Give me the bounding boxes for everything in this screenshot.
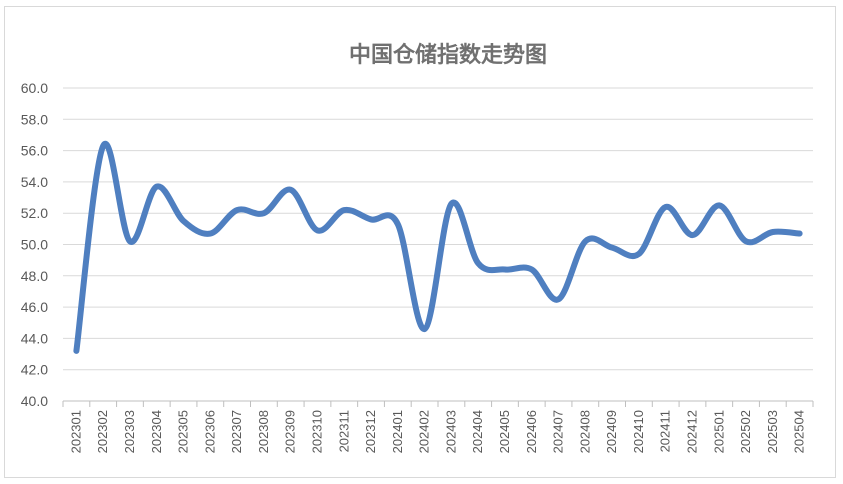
series-line: [73, 140, 803, 354]
y-tick-label: 54.0: [21, 174, 48, 190]
y-tick-label: 48.0: [21, 268, 48, 284]
x-tick-label: 202307: [229, 410, 244, 453]
x-tick-label: 202304: [149, 410, 164, 453]
x-tick-label: 202301: [68, 410, 83, 453]
x-tick-label: 202309: [283, 410, 298, 453]
y-tick-label: 40.0: [21, 393, 48, 409]
x-tick-label: 202503: [765, 410, 780, 453]
x-tick-label: 202502: [738, 410, 753, 453]
y-tick-label: 44.0: [21, 330, 48, 346]
x-tick-label: 202312: [363, 410, 378, 453]
y-axis-ticks: 40.0 42.0 44.0 46.0 48.0 50.0 52.0 54.0 56.0 58.0…: [21, 80, 48, 409]
x-tick-label: 202406: [524, 410, 539, 453]
x-tick-label: 202402: [417, 410, 432, 453]
y-tick-label: 50.0: [21, 237, 48, 253]
chart-frame: [4, 6, 836, 478]
x-axis: [62, 400, 814, 407]
x-tick-label: 202410: [631, 410, 646, 453]
x-tick-label: 202411: [658, 410, 673, 452]
x-tick-label: 202306: [202, 410, 217, 453]
gridlines: [63, 87, 813, 371]
x-tick-label: 202504: [792, 410, 807, 453]
x-tick-label: 202412: [684, 410, 699, 453]
y-tick-label: 46.0: [21, 299, 48, 315]
x-tick-label: 202401: [390, 410, 405, 453]
x-tick-label: 202405: [497, 410, 512, 453]
x-tick-label: 202303: [122, 410, 137, 453]
series-layer: [73, 140, 803, 354]
x-tick-label: 202501: [711, 410, 726, 453]
y-tick-label: 58.0: [21, 111, 48, 127]
x-tick-label: 202308: [256, 410, 271, 453]
y-tick-label: 56.0: [21, 143, 48, 159]
x-tick-label: 202311: [336, 410, 351, 452]
x-tick-label: 202409: [604, 410, 619, 453]
x-tick-label: 202407: [551, 410, 566, 453]
x-tick-label: 202310: [309, 410, 324, 453]
x-tick-label: 202302: [95, 410, 110, 453]
x-tick-label: 202408: [577, 410, 592, 453]
y-tick-label: 60.0: [21, 80, 48, 96]
x-axis-ticks: 202301 202302 202303 202304 202305 202306 2023…: [68, 410, 806, 453]
x-tick-label: 202305: [176, 410, 191, 453]
x-tick-label: 202403: [443, 410, 458, 453]
y-tick-label: 52.0: [21, 205, 48, 221]
y-tick-label: 42.0: [21, 362, 48, 378]
x-tick-label: 202404: [470, 410, 485, 453]
chart-title: 中国仓储指数走势图: [349, 42, 547, 68]
